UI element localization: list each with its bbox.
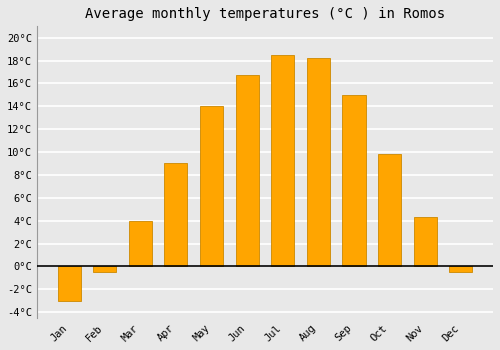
Bar <box>200 106 223 266</box>
Bar <box>378 154 401 266</box>
Bar <box>307 58 330 266</box>
Bar <box>449 266 472 272</box>
Bar <box>93 266 116 272</box>
Title: Average monthly temperatures (°C ) in Romos: Average monthly temperatures (°C ) in Ro… <box>85 7 445 21</box>
Bar <box>414 217 436 266</box>
Bar <box>128 220 152 266</box>
Bar <box>271 55 294 266</box>
Bar <box>164 163 188 266</box>
Bar <box>342 95 365 266</box>
Bar <box>58 266 80 301</box>
Bar <box>236 76 258 266</box>
